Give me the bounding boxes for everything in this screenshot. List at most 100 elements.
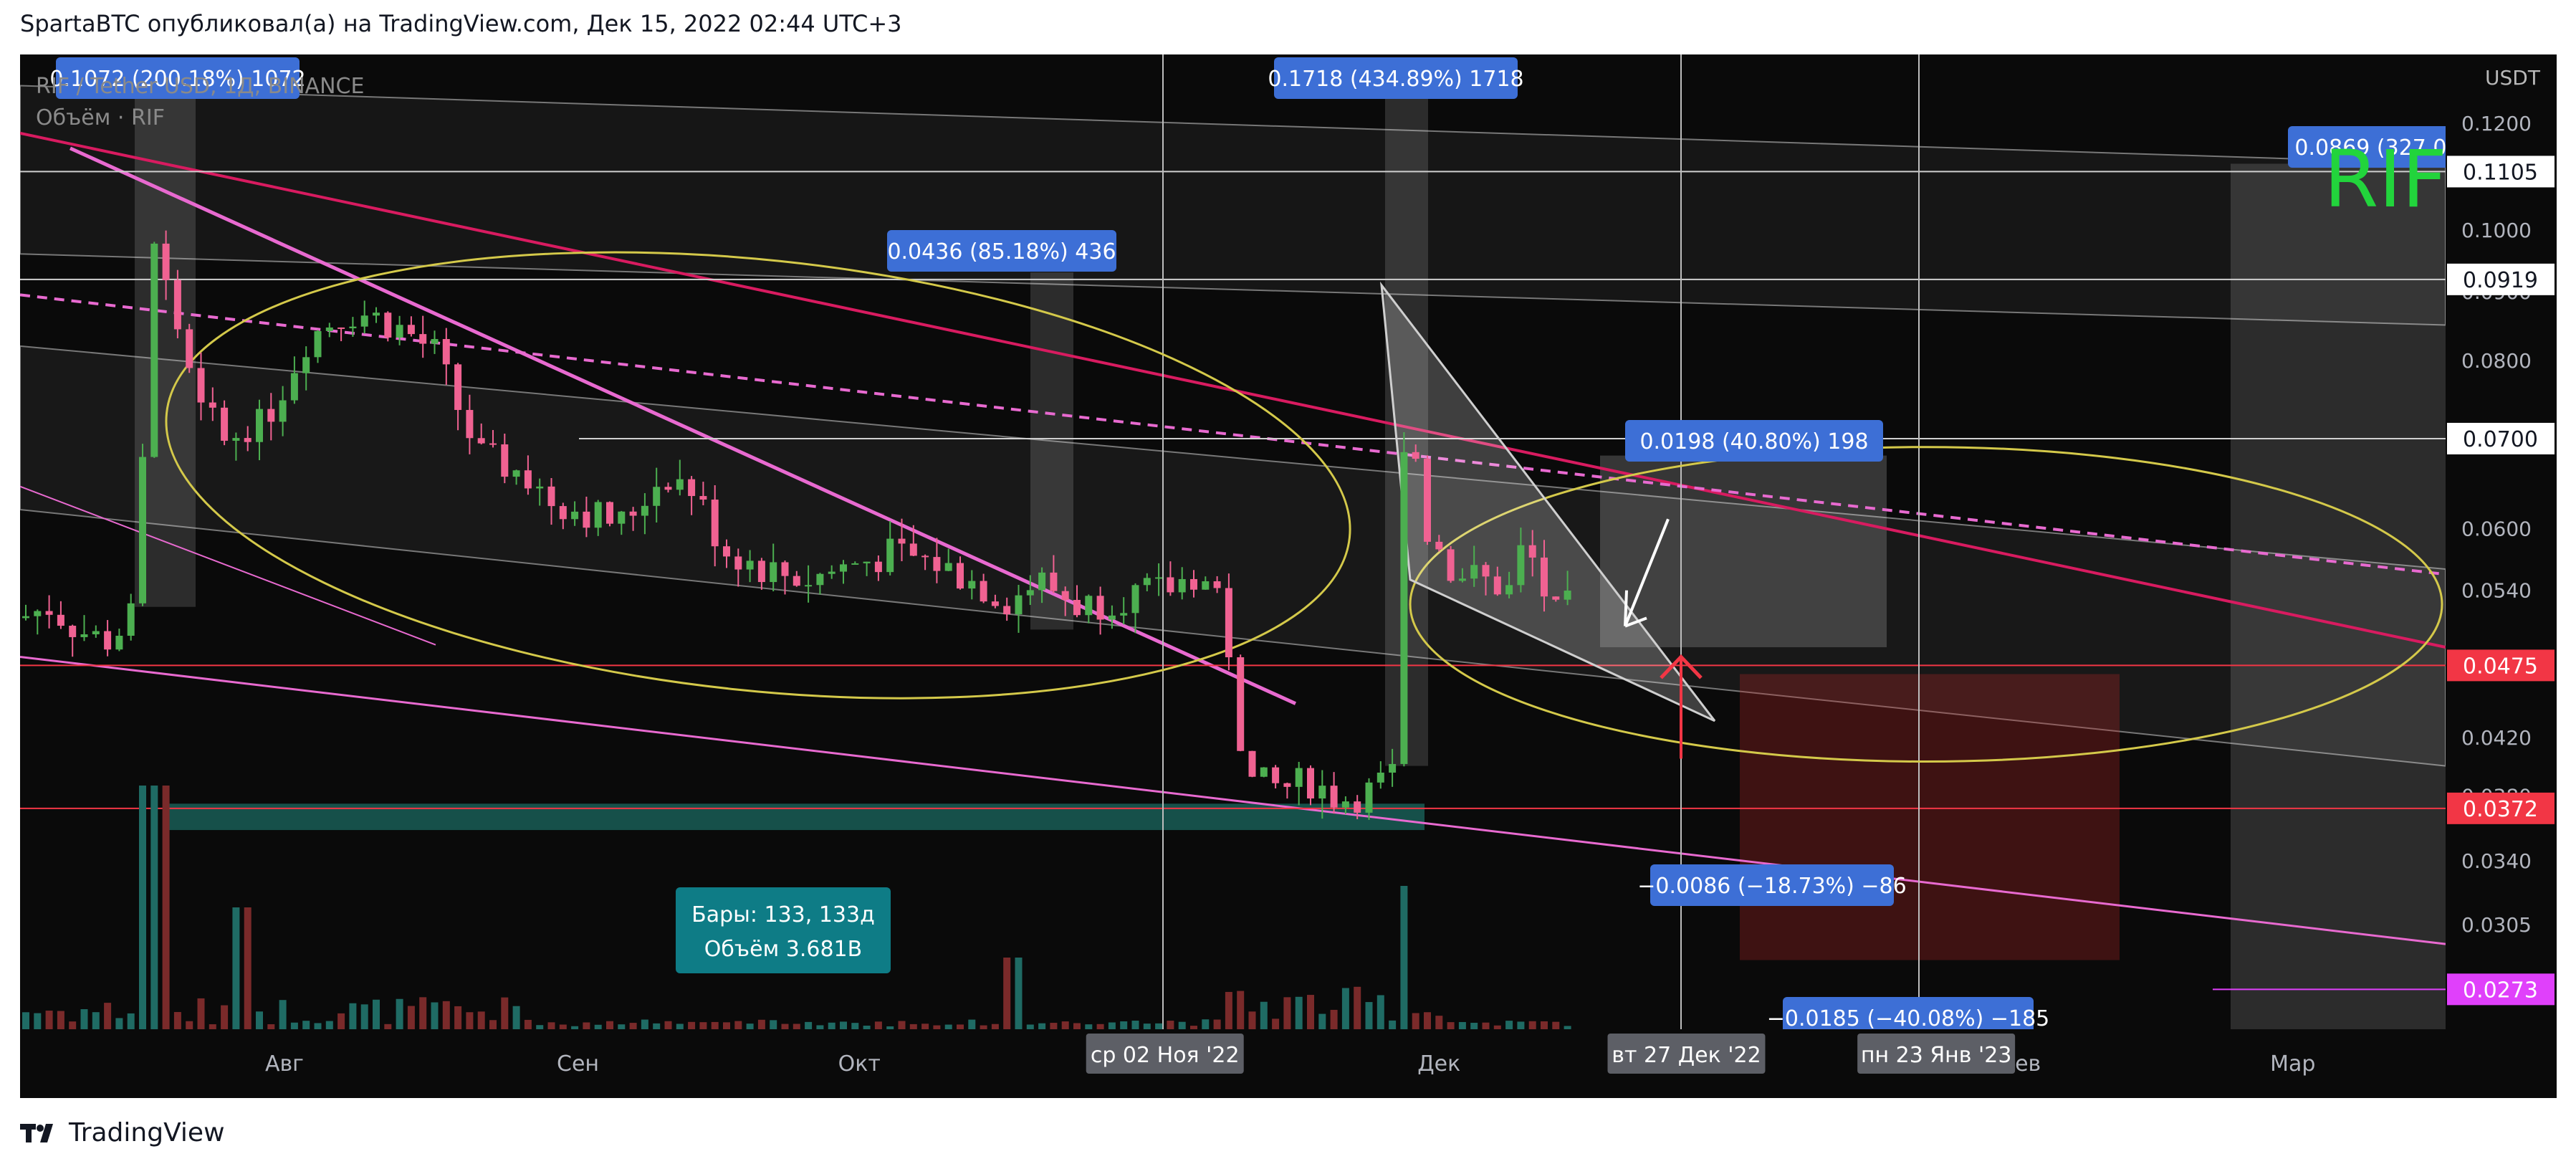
candle-114 (1354, 801, 1361, 813)
candle-45 (547, 486, 555, 507)
x-tick-1: Сен (557, 1051, 599, 1077)
x-tick-7: Мар (2270, 1051, 2315, 1077)
candle-67 (805, 585, 813, 587)
level-tag-bg-1 (2447, 263, 2555, 295)
volume-bar-120 (1424, 1012, 1431, 1029)
candle-9 (127, 603, 135, 636)
candle-115 (1365, 782, 1373, 813)
candle-39 (477, 438, 485, 444)
candle-108 (1283, 783, 1291, 787)
volume-bar-91 (1085, 1024, 1093, 1029)
measure-label-bg-1 (1274, 57, 1518, 99)
candle-15 (197, 368, 205, 403)
volume-bar-14 (186, 1021, 193, 1029)
price-chart[interactable]: 0.1072 (200.18%) 1072 0.1718 (434.89%) 17… (20, 54, 2557, 1098)
target-box (1600, 455, 1887, 648)
candle-48 (583, 511, 590, 528)
volume-bar-28 (349, 1003, 357, 1029)
candle-103 (1225, 588, 1232, 658)
volume-bar-57 (688, 1021, 696, 1029)
volume-bar-15 (197, 998, 205, 1029)
candle-122 (1447, 549, 1455, 581)
volume-bar-43 (524, 1019, 532, 1029)
volume-bar-129 (1528, 1021, 1536, 1029)
volume-bar-114 (1354, 986, 1361, 1029)
ellipse-right (1409, 446, 2443, 763)
volume-bar-32 (396, 998, 403, 1029)
candle-23 (290, 373, 298, 401)
candle-46 (559, 506, 567, 520)
ellipse-left (165, 251, 1351, 700)
y-axis-panel (2446, 54, 2557, 1098)
volume-bar-68 (816, 1025, 824, 1029)
volume-bar-107 (1272, 1018, 1280, 1029)
candle-56 (676, 479, 684, 490)
y-tick-8: 0.0340 (2461, 849, 2532, 873)
measure-label-bg-6 (1783, 997, 2034, 1039)
volume-bar-95 (1131, 1021, 1139, 1029)
candle-14 (186, 329, 193, 368)
level-tag-0: 0.1105 (2463, 160, 2538, 185)
volume-bar-106 (1260, 1001, 1268, 1029)
volume-bar-1 (34, 1013, 42, 1029)
candle-7 (104, 631, 112, 650)
candle-90 (1073, 599, 1081, 616)
volume-bar-60 (723, 1022, 730, 1029)
volume-bar-53 (641, 1019, 648, 1029)
volume-bar-46 (559, 1024, 567, 1029)
volume-bar-108 (1283, 997, 1291, 1029)
candle-18 (232, 438, 240, 441)
candle-65 (781, 562, 789, 576)
tradingview-logo-icon (20, 1124, 53, 1142)
candle-96 (1143, 578, 1151, 586)
volume-bar-42 (512, 1006, 520, 1029)
volume-bar-79 (944, 1024, 952, 1029)
candle-0 (22, 616, 29, 619)
volume-bar-96 (1143, 1024, 1151, 1029)
measure-label-1: 0.1718 (434.89%) 1718 (1268, 67, 1523, 92)
level-tag-1: 0.0919 (2463, 268, 2538, 293)
candle-99 (1178, 578, 1186, 593)
candle-100 (1190, 578, 1197, 590)
candle-111 (1318, 786, 1326, 799)
volume-bar-36 (442, 1001, 450, 1029)
volume-bar-31 (384, 1024, 392, 1029)
volume-bar-77 (921, 1024, 929, 1029)
candle-123 (1458, 578, 1466, 581)
candle-51 (618, 511, 626, 524)
candle-107 (1272, 767, 1280, 783)
x-highlight-bg-1 (1607, 1034, 1766, 1074)
candle-42 (512, 470, 520, 477)
volume-bar-0 (22, 1012, 29, 1029)
highlight-column-3 (2231, 163, 2446, 1030)
volume-bar-86 (1026, 1024, 1034, 1029)
candle-83 (991, 601, 999, 606)
volume-bar-8 (115, 1018, 123, 1029)
bars-volume: Объём 3.681B (704, 937, 862, 962)
volume-bar-29 (360, 1004, 368, 1029)
y-tick-5: 0.0540 (2461, 579, 2532, 603)
volume-bar-45 (547, 1022, 555, 1029)
volume-bar-80 (957, 1024, 964, 1029)
volume-bar-67 (805, 1021, 813, 1029)
volume-bar-128 (1517, 1021, 1525, 1029)
volume-bar-90 (1073, 1023, 1081, 1029)
measure-label-bg-0 (56, 57, 300, 99)
volume-bar-9 (127, 1013, 135, 1029)
candle-120 (1424, 459, 1431, 542)
candle-66 (793, 576, 800, 586)
candle-20 (256, 409, 263, 442)
candle-82 (980, 581, 987, 602)
chart-area[interactable]: 0.1072 (200.18%) 1072 0.1718 (434.89%) 17… (20, 54, 2557, 1098)
volume-bar-48 (583, 1022, 590, 1029)
volume-bar-51 (618, 1024, 626, 1029)
candle-94 (1120, 613, 1128, 616)
candle-130 (1541, 557, 1548, 597)
volume-bar-87 (1038, 1023, 1046, 1029)
candle-78 (933, 557, 941, 571)
volume-bar-105 (1248, 1011, 1256, 1029)
volume-bar-72 (863, 1026, 871, 1029)
candle-106 (1260, 767, 1268, 777)
y-tick-9: 0.0305 (2461, 913, 2532, 937)
bars-count: Бары: 133, 133д (691, 902, 875, 927)
